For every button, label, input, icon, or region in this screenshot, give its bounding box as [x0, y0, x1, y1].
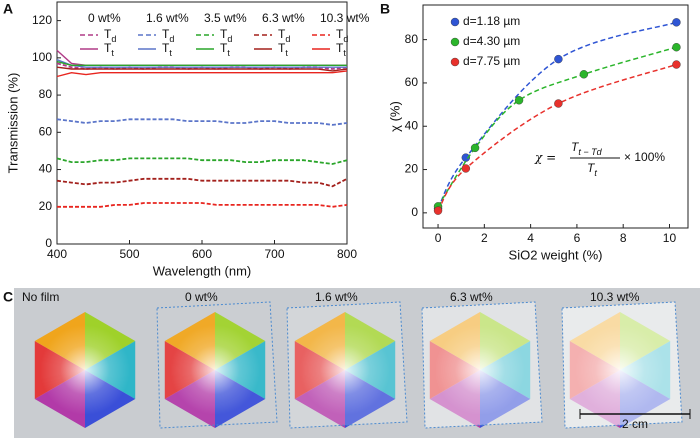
legend-marker	[450, 17, 460, 27]
x-tick-label: 700	[264, 247, 284, 261]
legend-group: 10.3 wt%	[320, 11, 370, 25]
equation: Tt	[587, 161, 597, 178]
x-tick-label: 4	[527, 231, 534, 245]
legend-label: Tt	[220, 41, 230, 58]
series-line	[56, 66, 348, 72]
x-tick-label: 10	[663, 231, 677, 245]
color-wheel-center	[300, 325, 390, 415]
legend-label: Tt	[336, 41, 346, 58]
series-line	[56, 59, 347, 68]
point	[470, 143, 480, 153]
x-tick-label: 6	[574, 231, 581, 245]
photo-label: 0 wt%	[185, 290, 218, 304]
y-tick-label: 80	[405, 32, 419, 46]
series-line	[56, 157, 348, 165]
legend-label: Tt	[162, 41, 172, 58]
legend-group: 1.6 wt%	[146, 11, 189, 25]
series-line	[56, 60, 347, 66]
fit-curve	[437, 21, 677, 209]
legend-label: d=7.75 µm	[463, 54, 520, 68]
equation: χ =	[534, 151, 556, 165]
legend-group: 3.5 wt%	[204, 11, 247, 25]
legend-label: d=1.18 µm	[463, 14, 520, 28]
series-line	[56, 70, 348, 78]
photo-label: No film	[22, 290, 59, 304]
x-tick-label: 600	[192, 247, 212, 261]
legend-group: 0 wt%	[88, 11, 121, 25]
legend-label: Tt	[278, 41, 288, 58]
series-line	[56, 118, 348, 126]
photo-label: 6.3 wt%	[450, 290, 493, 304]
series-line	[57, 202, 348, 208]
point	[554, 54, 563, 64]
y-tick-label: 80	[39, 87, 53, 101]
point	[672, 60, 681, 69]
series-line	[56, 49, 347, 66]
panel-label: B	[380, 1, 390, 17]
photo-label: 1.6 wt%	[315, 290, 358, 304]
point	[672, 18, 681, 27]
equation: Tt − Td	[571, 140, 603, 157]
equation: × 100%	[624, 150, 665, 164]
point	[433, 206, 443, 215]
photo: No film 0 wt% 1.6 wt% 6.3 wt% 10.3 wt% 2 cm	[22, 290, 691, 431]
x-tick-label: 8	[620, 231, 627, 245]
film	[421, 301, 543, 429]
point	[579, 70, 589, 79]
y-tick-label: 0	[45, 236, 52, 250]
film	[286, 301, 408, 429]
point	[461, 164, 471, 173]
film	[156, 301, 278, 429]
panel-label: A	[3, 1, 13, 17]
y-tick-label: 100	[32, 50, 52, 64]
panel-label: C	[3, 289, 13, 305]
point	[554, 99, 563, 108]
x-tick-label: 500	[119, 247, 139, 261]
y-tick-label: 60	[405, 75, 419, 89]
point	[514, 96, 524, 105]
x-tick-label: 800	[337, 247, 357, 261]
fit-curve	[437, 63, 677, 212]
y-tick-label: 40	[405, 118, 419, 132]
photo-label: 10.3 wt%	[590, 290, 640, 304]
x-tick-label: 2	[481, 231, 488, 245]
film	[561, 301, 683, 429]
scale-bar-label: 2 cm	[622, 417, 648, 431]
y-tick-label: 20	[405, 162, 419, 176]
color-wheel-center	[170, 325, 260, 415]
fit-curve	[437, 46, 677, 207]
y-tick-label: 60	[39, 124, 53, 138]
y-axis-label: χ (%)	[387, 101, 402, 132]
y-tick-label: 0	[411, 205, 418, 219]
y-axis-label: Transmission (%)	[5, 73, 20, 174]
y-tick-label: 40	[39, 162, 53, 176]
x-tick-label: 0	[435, 231, 442, 245]
legend-label: d=4.30 µm	[463, 34, 520, 48]
y-tick-label: 20	[39, 199, 53, 213]
x-axis-label: Wavelength (nm)	[153, 263, 252, 278]
point	[672, 43, 681, 52]
legend-marker	[450, 37, 460, 47]
y-tick-label: 120	[32, 13, 52, 27]
x-axis-label: SiO2 weight (%)	[509, 247, 603, 262]
legend-marker	[450, 57, 460, 67]
plot-frame	[422, 4, 689, 229]
x-tick-label: 400	[47, 247, 67, 261]
color-wheel-center	[435, 325, 525, 415]
color-wheel-center	[40, 325, 130, 415]
series-line	[56, 62, 348, 70]
legend-label: Tt	[104, 41, 114, 58]
series-line	[56, 177, 348, 188]
legend-group: 6.3 wt%	[262, 11, 305, 25]
